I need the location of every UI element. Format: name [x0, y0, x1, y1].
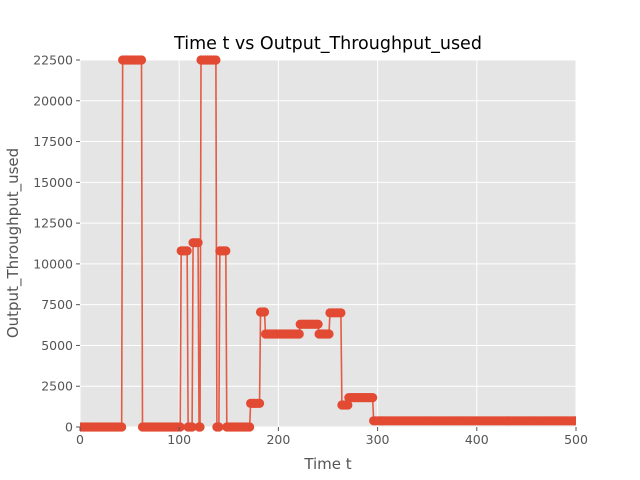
- x-tick-label: 100: [167, 432, 191, 447]
- y-tick-label: 12500: [33, 216, 73, 231]
- plot-background: [80, 60, 576, 427]
- y-tick-label: 15000: [33, 175, 73, 190]
- chart-title: Time t vs Output_Throughput_used: [173, 34, 482, 54]
- x-axis-label: Time t: [303, 455, 351, 473]
- x-axis-ticks: 0 100 200 300 400 500: [76, 427, 588, 447]
- x-tick-label: 0: [76, 432, 84, 447]
- series-line: [80, 59, 576, 428]
- series-0: [80, 55, 576, 432]
- y-tick-label: 10000: [33, 256, 73, 271]
- y-tick-label: 0: [65, 420, 73, 435]
- y-tick-label: 5000: [41, 338, 73, 353]
- y-axis-ticks: 0 2500 5000 7500 10000 12500 15000 17500 20000 22…: [33, 53, 80, 435]
- x-tick-label: 400: [465, 432, 489, 447]
- y-tick-label: 17500: [33, 134, 73, 149]
- x-tick-label: 300: [366, 432, 390, 447]
- gridlines: [79, 59, 577, 428]
- y-tick-label: 20000: [33, 93, 73, 108]
- x-tick-label: 500: [564, 432, 588, 447]
- y-tick-label: 7500: [41, 297, 73, 312]
- x-tick-label: 200: [266, 432, 290, 447]
- y-tick-label: 22500: [33, 53, 73, 68]
- y-tick-label: 2500: [41, 379, 73, 394]
- y-axis-label: Output_Throughput_used: [4, 148, 23, 338]
- series-layer: [80, 55, 576, 432]
